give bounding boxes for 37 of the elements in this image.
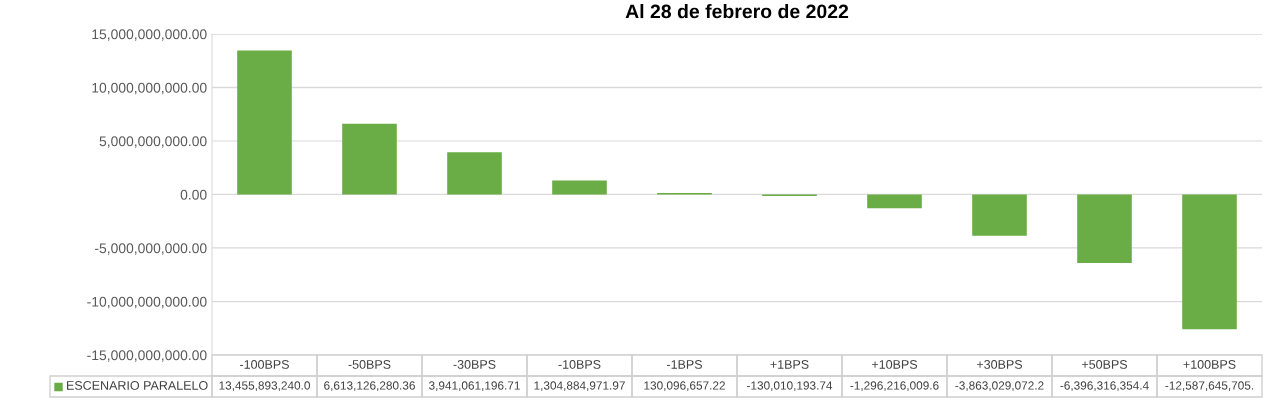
- y-tick-label: 10,000,000,000.00: [92, 82, 207, 95]
- x-tick-label: +50BPS: [1082, 360, 1128, 369]
- bar: [1182, 194, 1237, 330]
- data-label: 3,941,061,196.71: [429, 381, 520, 392]
- data-label: -130,010,193.74: [747, 381, 833, 392]
- y-tick-label: -15,000,000,000.00: [87, 350, 207, 362]
- bar: [972, 194, 1027, 236]
- x-tick-label: +30BPS: [977, 360, 1023, 369]
- bar: [1077, 194, 1132, 263]
- bar: [237, 50, 292, 195]
- data-label: -3,863,029,072.2: [955, 381, 1044, 392]
- x-tick-label: -100BPS: [240, 360, 289, 369]
- bar: [552, 180, 607, 195]
- x-tick-label: -10BPS: [558, 360, 601, 369]
- data-label: -1,296,216,009.6: [850, 381, 939, 392]
- data-label: -6,396,316,354.4: [1060, 381, 1149, 392]
- y-tick-label: 0.00: [180, 189, 207, 200]
- data-label: 6,613,126,280.36: [324, 381, 415, 392]
- y-tick-label: -5,000,000,000.00: [95, 243, 207, 255]
- legend-label: ESCENARIO PARALELO: [67, 381, 208, 390]
- y-tick-label: -10,000,000,000.00: [87, 296, 207, 309]
- bar: [342, 123, 397, 195]
- y-tick-label: 15,000,000,000.00: [92, 29, 207, 41]
- x-tick-label: +10BPS: [872, 360, 918, 369]
- bar: [447, 152, 502, 195]
- data-label: 13,455,893,240.0: [219, 381, 310, 392]
- x-tick-label: -30BPS: [453, 360, 496, 369]
- x-tick-label: +1BPS: [770, 360, 809, 369]
- data-label: -12,587,645,705.: [1165, 381, 1254, 392]
- bar: [867, 194, 922, 209]
- x-tick-label: -50BPS: [348, 360, 391, 369]
- x-tick-label: +100BPS: [1183, 360, 1236, 369]
- chart-title: Al 28 de febrero de 2022: [625, 4, 849, 19]
- data-label: 1,304,884,971.97: [534, 381, 625, 392]
- y-tick-label: 5,000,000,000.00: [99, 136, 207, 148]
- x-tick-label: -1BPS: [666, 360, 702, 369]
- data-label: 130,096,657.22: [644, 381, 725, 392]
